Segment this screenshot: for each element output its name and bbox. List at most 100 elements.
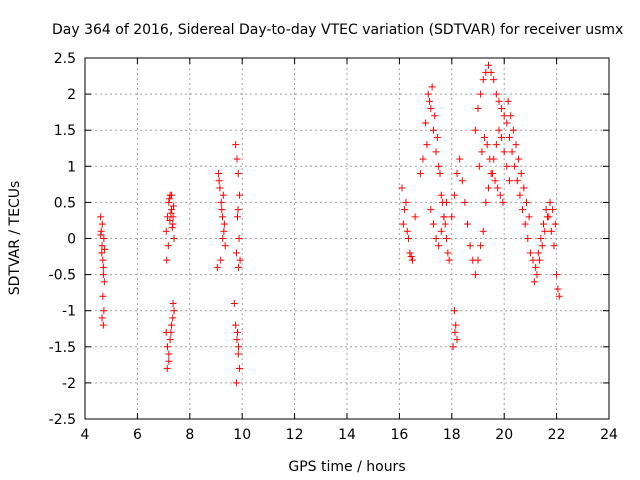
data-point	[236, 191, 244, 199]
data-point	[487, 170, 495, 178]
data-point	[461, 198, 469, 206]
data-point	[232, 321, 240, 329]
data-point	[507, 112, 515, 120]
data-point	[170, 307, 178, 315]
y-tick-label: 0	[67, 232, 76, 248]
data-point	[554, 285, 562, 293]
data-point	[536, 256, 544, 264]
x-tick-label: 24	[600, 427, 618, 443]
data-point	[235, 343, 243, 351]
x-tick-label: 14	[338, 427, 356, 443]
data-point	[490, 155, 498, 163]
data-point	[466, 242, 474, 250]
plot-frame	[84, 57, 610, 420]
data-point	[513, 177, 521, 185]
data-point	[547, 227, 555, 235]
data-point	[233, 155, 241, 163]
data-point	[526, 249, 534, 257]
data-point	[542, 206, 550, 214]
data-point	[97, 231, 105, 239]
data-point	[541, 227, 549, 235]
data-point	[167, 206, 175, 214]
data-point	[429, 126, 437, 134]
x-tick-label: 12	[286, 427, 304, 443]
data-point	[549, 206, 557, 214]
y-tick-label: -2	[62, 376, 76, 392]
data-point	[401, 206, 409, 214]
data-point	[101, 245, 109, 253]
data-point	[432, 148, 440, 156]
data-point	[163, 364, 171, 372]
data-point	[98, 249, 106, 257]
data-point	[429, 220, 437, 228]
data-point	[492, 141, 500, 149]
data-point	[407, 253, 415, 261]
data-point	[217, 198, 225, 206]
data-point	[234, 170, 242, 178]
data-point	[97, 213, 105, 221]
data-point	[435, 162, 443, 170]
data-point	[427, 206, 435, 214]
data-point	[505, 177, 513, 185]
data-point	[100, 278, 108, 286]
data-points	[97, 61, 563, 387]
data-point	[428, 83, 436, 91]
data-point	[170, 202, 178, 210]
x-tick-label: 6	[133, 427, 142, 443]
data-point	[166, 216, 174, 224]
data-point	[475, 162, 483, 170]
data-point	[532, 263, 540, 271]
data-point	[432, 235, 440, 242]
data-point	[504, 97, 512, 105]
data-point	[452, 321, 460, 329]
data-point	[474, 256, 482, 264]
data-point	[437, 227, 445, 235]
data-point	[215, 177, 223, 185]
data-point	[235, 235, 243, 242]
data-point	[520, 184, 528, 192]
data-point	[169, 299, 177, 307]
data-point	[233, 328, 241, 336]
y-tick-label: 1	[67, 159, 76, 175]
data-point	[453, 170, 461, 178]
data-point	[219, 213, 227, 221]
data-point	[512, 141, 520, 149]
x-tick-label: 18	[443, 427, 461, 443]
x-tick-label: 22	[548, 427, 566, 443]
data-point	[443, 198, 451, 206]
data-point	[166, 336, 174, 344]
data-point	[445, 256, 453, 264]
data-point	[169, 314, 177, 322]
data-point	[167, 191, 175, 199]
data-point	[478, 148, 486, 156]
data-point	[496, 191, 504, 199]
data-point	[235, 263, 243, 271]
data-point	[236, 256, 244, 264]
data-point	[163, 256, 171, 264]
data-point	[435, 242, 443, 250]
data-point	[215, 170, 223, 178]
data-point	[100, 235, 108, 242]
data-point	[524, 235, 532, 242]
data-point	[533, 271, 541, 279]
data-point	[167, 321, 175, 329]
data-point	[405, 235, 413, 242]
data-point	[436, 170, 444, 178]
data-point	[411, 213, 419, 221]
data-point	[165, 350, 173, 358]
data-point	[234, 350, 242, 358]
data-point	[220, 220, 228, 228]
data-point	[555, 292, 563, 300]
data-point	[165, 198, 173, 206]
data-point	[500, 112, 508, 120]
data-point	[477, 90, 485, 98]
data-point	[508, 148, 516, 156]
data-point	[464, 220, 472, 228]
data-point	[492, 90, 500, 98]
data-point	[399, 220, 407, 228]
data-point	[236, 364, 244, 372]
data-point	[403, 227, 411, 235]
data-point	[525, 213, 533, 221]
data-point	[534, 249, 542, 257]
data-point	[515, 155, 523, 163]
